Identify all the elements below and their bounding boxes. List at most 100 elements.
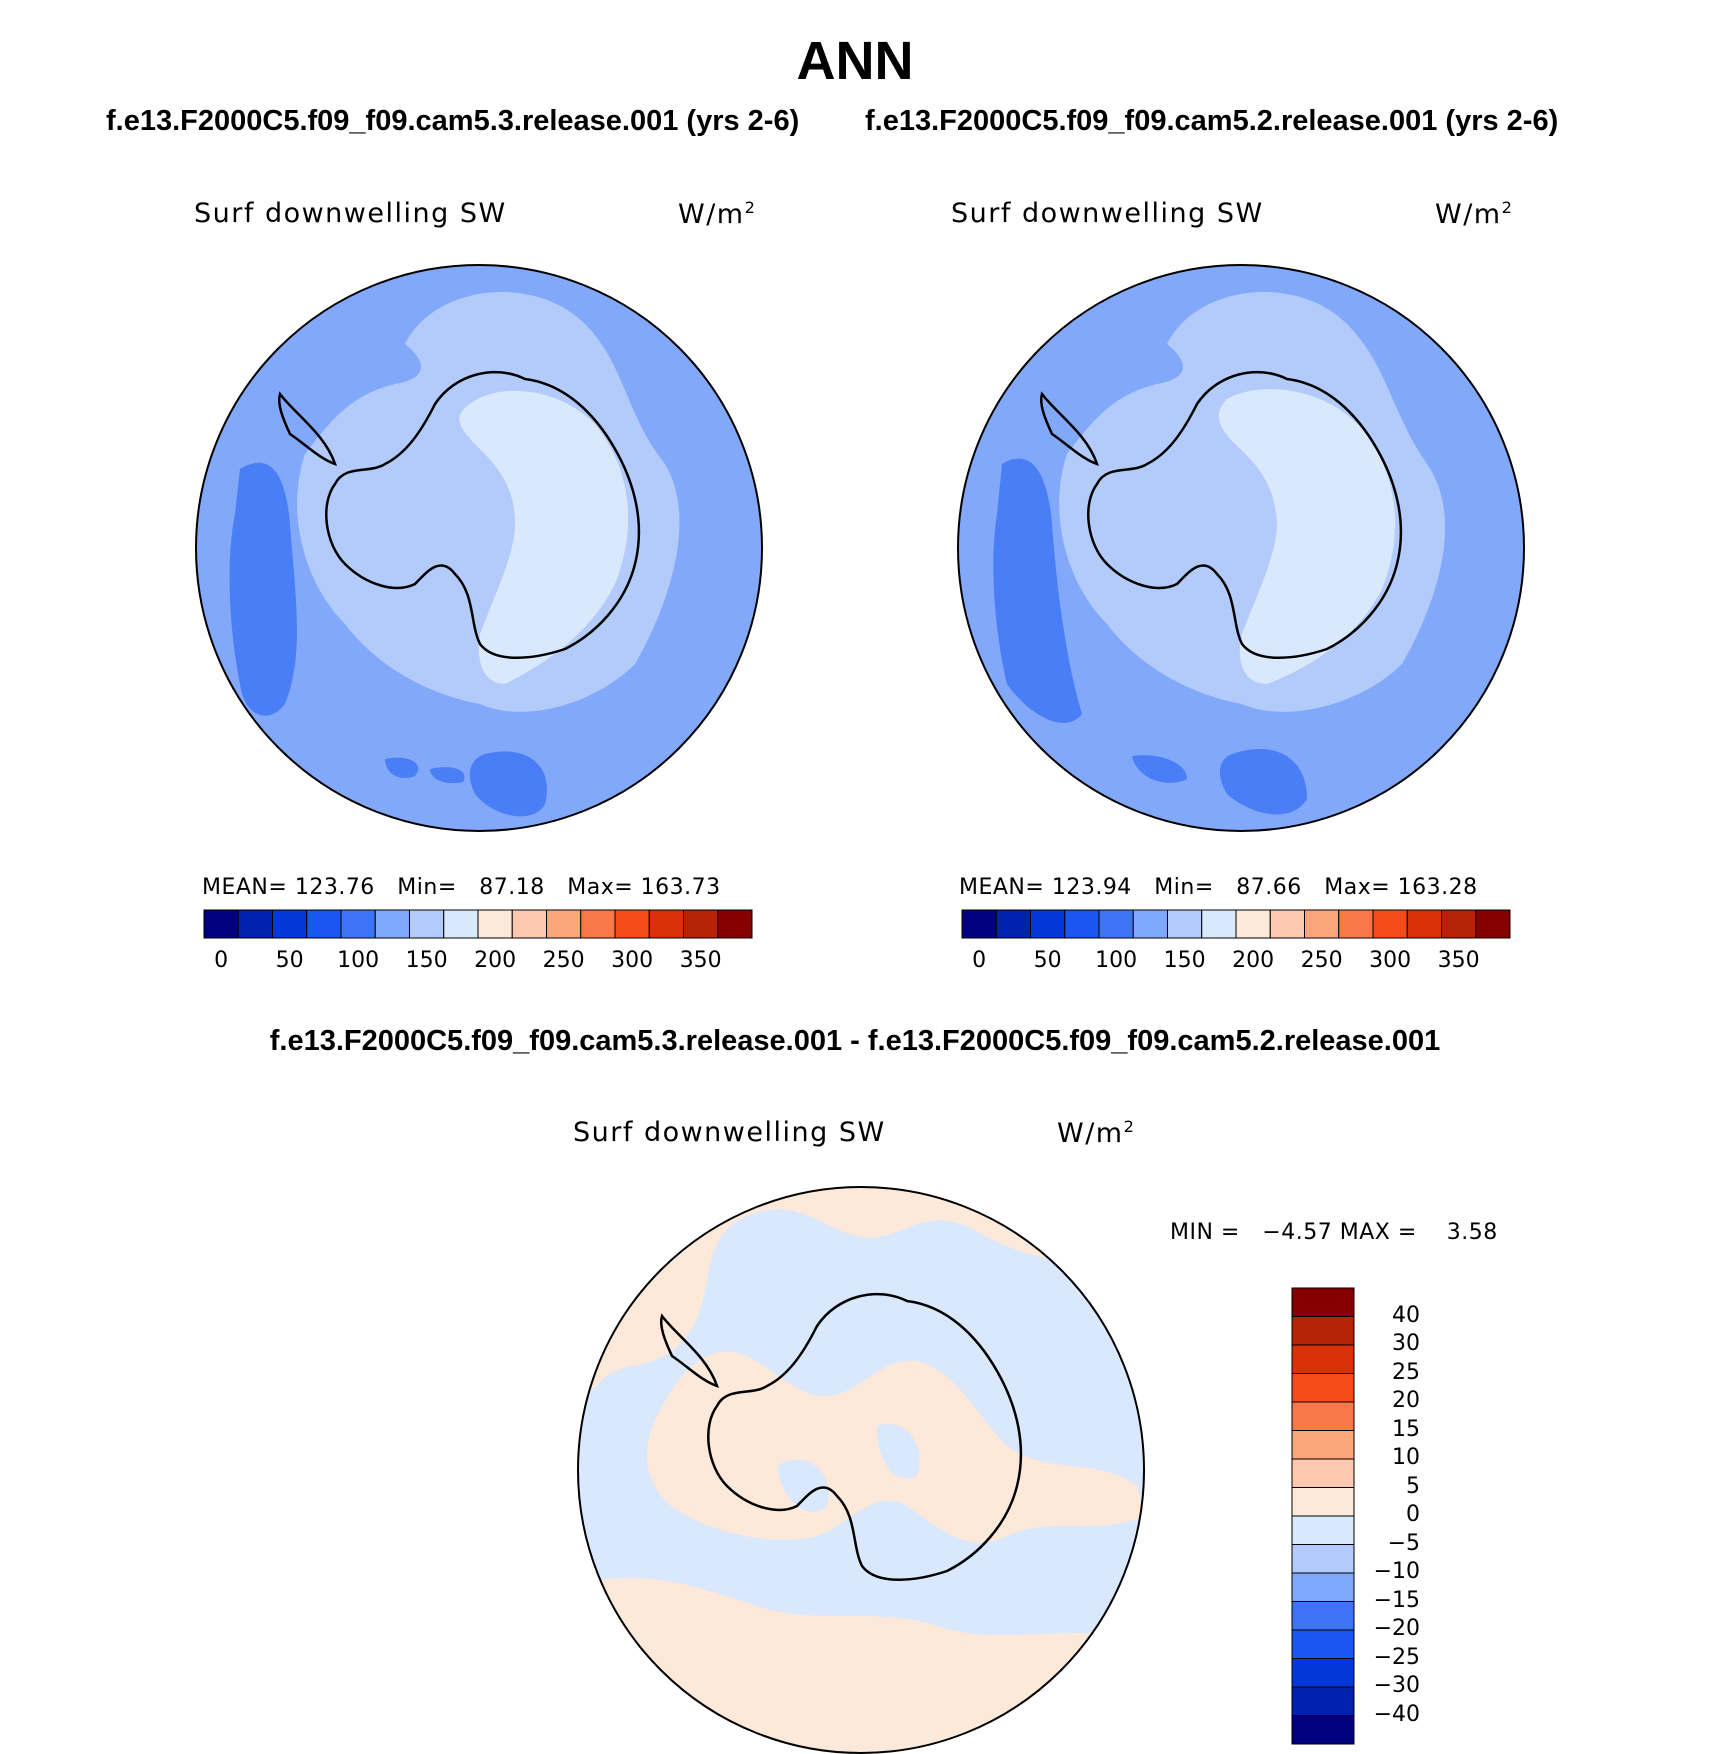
colorbar-panel-2 bbox=[961, 909, 1511, 939]
colorbar-panel-2-tick-label: 0 bbox=[972, 948, 987, 973]
colorbar-panel-1-swatch bbox=[683, 909, 719, 939]
colorbar-panel-1-swatch bbox=[272, 909, 308, 939]
map-low-region bbox=[229, 462, 297, 716]
map-negative-region bbox=[877, 1424, 920, 1479]
map-interior-region bbox=[1218, 389, 1396, 684]
colorbar-panel-2-swatch bbox=[1406, 909, 1442, 939]
colorbar-panel-1-swatch bbox=[477, 909, 513, 939]
colorbar-difference-swatch bbox=[1291, 1316, 1355, 1346]
panel1-variable-label: Surf downwelling SW bbox=[194, 198, 507, 229]
left-run-title: f.e13.F2000C5.f09_f09.cam5.3.release.001… bbox=[106, 105, 800, 137]
colorbar-difference-swatch bbox=[1291, 1601, 1355, 1631]
map-positive-region bbox=[578, 1577, 1144, 1753]
colorbar-panel-2-tick-label: 150 bbox=[1163, 948, 1206, 973]
colorbar-panel-1-swatch bbox=[203, 909, 239, 939]
colorbar-panel-1-swatch bbox=[237, 909, 273, 939]
map-low-region bbox=[1219, 749, 1307, 815]
map-negative-region bbox=[777, 1459, 829, 1512]
map-coastline bbox=[325, 370, 641, 659]
colorbar-panel-2-tick-label: 50 bbox=[1033, 948, 1062, 973]
map-low-region bbox=[1132, 755, 1187, 783]
colorbar-panel-1-tick-label: 250 bbox=[542, 948, 585, 973]
colorbar-difference-swatch bbox=[1291, 1287, 1355, 1317]
colorbar-difference-swatch bbox=[1291, 1629, 1355, 1659]
colorbar-difference-tick-label: −25 bbox=[1373, 1644, 1420, 1670]
colorbar-difference-tick-label: −30 bbox=[1373, 1673, 1420, 1698]
colorbar-panel-2-tick-label: 200 bbox=[1232, 948, 1275, 973]
colorbar-panel-2-swatch bbox=[1167, 909, 1203, 939]
colorbar-panel-2-tick-label: 350 bbox=[1437, 948, 1480, 973]
colorbar-panel-2-swatch bbox=[1030, 909, 1066, 939]
colorbar-difference-swatch bbox=[1291, 1401, 1355, 1431]
colorbar-difference-swatch bbox=[1291, 1458, 1355, 1488]
colorbar-difference-swatch bbox=[1291, 1373, 1355, 1403]
map-panel-2 bbox=[957, 264, 1525, 832]
colorbar-panel-1-swatch bbox=[717, 909, 753, 939]
colorbar-panel-1-tick-label: 350 bbox=[679, 948, 722, 973]
colorbar-panel-2-swatch bbox=[1338, 909, 1374, 939]
colorbar-panel-1-swatch bbox=[306, 909, 342, 939]
map-low-region bbox=[385, 757, 419, 779]
panel2-variable-label: Surf downwelling SW bbox=[951, 198, 1264, 229]
panel3-stats: MIN = −4.57 MAX = 3.58 bbox=[1170, 1220, 1498, 1245]
colorbar-panel-2-tick-label: 300 bbox=[1369, 948, 1412, 973]
colorbar-panel-2-swatch bbox=[1441, 909, 1477, 939]
map-low-region bbox=[993, 458, 1082, 723]
colorbar-difference-tick-label: 10 bbox=[1392, 1445, 1420, 1470]
panel1-units-label: W/m2 bbox=[678, 198, 757, 230]
map-interior-region bbox=[459, 390, 629, 684]
colorbar-panel-2-swatch bbox=[1269, 909, 1305, 939]
colorbar-difference-tick-label: −15 bbox=[1373, 1587, 1420, 1613]
colorbar-difference-tick-label: 0 bbox=[1406, 1502, 1420, 1527]
colorbar-panel-1-swatch bbox=[409, 909, 445, 939]
map-positive-region bbox=[578, 1187, 1144, 1389]
map-coastline bbox=[707, 1292, 1023, 1581]
colorbar-panel-2-tick-label: 250 bbox=[1300, 948, 1343, 973]
panel2-stats: MEAN= 123.94 Min= 87.66 Max= 163.28 bbox=[959, 875, 1478, 900]
colorbar-difference bbox=[1291, 1287, 1355, 1745]
colorbar-panel-1-swatch bbox=[374, 909, 410, 939]
map-coastline bbox=[278, 391, 337, 466]
colorbar-panel-2-swatch bbox=[995, 909, 1031, 939]
colorbar-panel-1-tick-label: 50 bbox=[275, 948, 304, 973]
colorbar-difference-tick-label: 40 bbox=[1392, 1302, 1420, 1328]
map-low-region bbox=[430, 767, 465, 784]
map-coastline bbox=[1087, 370, 1403, 659]
colorbar-panel-1-tick-label: 100 bbox=[337, 948, 380, 973]
colorbar-panel-1-swatch bbox=[648, 909, 684, 939]
map-coastline bbox=[1040, 391, 1099, 466]
colorbar-difference-swatch bbox=[1291, 1686, 1355, 1716]
colorbar-difference-tick-label: 5 bbox=[1406, 1473, 1420, 1499]
colorbar-difference-tick-label: 25 bbox=[1392, 1359, 1420, 1385]
colorbar-difference-tick-label: 20 bbox=[1392, 1388, 1420, 1413]
colorbar-panel-2-tick-label: 100 bbox=[1095, 948, 1138, 973]
colorbar-panel-1-swatch bbox=[614, 909, 650, 939]
colorbar-panel-1-swatch bbox=[511, 909, 547, 939]
colorbar-panel-2-swatch bbox=[961, 909, 997, 939]
colorbar-difference-swatch bbox=[1291, 1715, 1355, 1745]
colorbar-difference-tick-label: −20 bbox=[1373, 1616, 1420, 1641]
map-low-region bbox=[469, 751, 547, 817]
right-run-title: f.e13.F2000C5.f09_f09.cam5.2.release.001… bbox=[865, 105, 1559, 137]
figure-title: ANN bbox=[796, 31, 914, 91]
difference-title: f.e13.F2000C5.f09_f09.cam5.3.release.001… bbox=[269, 1025, 1441, 1057]
colorbar-panel-1-tick-label: 0 bbox=[214, 948, 229, 973]
colorbar-difference-tick-label: 30 bbox=[1392, 1331, 1420, 1356]
colorbar-difference-swatch bbox=[1291, 1658, 1355, 1688]
map-coastline bbox=[660, 1313, 719, 1388]
colorbar-difference-tick-label: −10 bbox=[1373, 1559, 1420, 1584]
colorbar-difference-labels: 40 30 25 20 15 10 5 0 −5 −10 −15 −20 −25 −30 −40 bbox=[1360, 1288, 1450, 1744]
colorbar-panel-1-swatch bbox=[580, 909, 616, 939]
colorbar-difference-swatch bbox=[1291, 1430, 1355, 1460]
colorbar-panel-2-swatch bbox=[1201, 909, 1237, 939]
panel1-stats: MEAN= 123.76 Min= 87.18 Max= 163.73 bbox=[202, 875, 721, 900]
panel2-units-label: W/m2 bbox=[1435, 198, 1514, 230]
colorbar-panel-2-swatch bbox=[1064, 909, 1100, 939]
colorbar-difference-tick-label: −5 bbox=[1387, 1530, 1420, 1556]
colorbar-panel-2-swatch bbox=[1304, 909, 1340, 939]
colorbar-difference-swatch bbox=[1291, 1544, 1355, 1574]
colorbar-panel-1-tick-label: 200 bbox=[474, 948, 517, 973]
colorbar-difference-tick-label: −40 bbox=[1373, 1701, 1420, 1727]
panel3-variable-label: Surf downwelling SW bbox=[573, 1117, 886, 1148]
colorbar-panel-2-swatch bbox=[1132, 909, 1168, 939]
